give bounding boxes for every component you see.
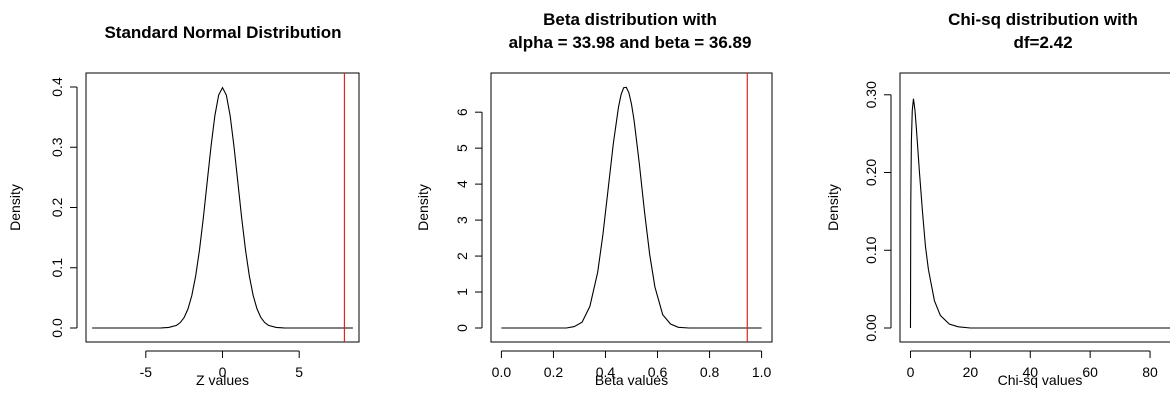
chart-title-line: Standard Normal Distribution [104,23,341,42]
x-axis-label: Chi-sq values [998,372,1083,388]
y-tick-label: 1 [454,288,470,296]
y-tick-label: 0.2 [49,198,65,218]
chart-title-line: alpha = 33.98 and beta = 36.89 [509,33,752,52]
x-tick-label: 60 [1082,364,1098,380]
x-tick-label: 0.2 [544,364,564,380]
y-tick-label: 0.1 [49,258,65,278]
x-tick-label: -5 [140,364,153,380]
y-tick-label: 3 [454,216,470,224]
x-axis-label: Z values [196,372,249,388]
x-tick-label: 1.0 [752,364,772,380]
y-tick-label: 0.4 [49,77,65,97]
y-tick-label: 5 [454,144,470,152]
chart-panel-1: Standard Normal Distribution -5 0 5 0.0 0.1 0.… [7,23,360,388]
y-axis-label: Density [415,184,431,231]
plot-frame [490,72,773,343]
y-tick-label: 0.3 [49,137,65,157]
plot-frame [899,72,1170,343]
x-tick-label: 80 [1142,364,1158,380]
density-curve [501,86,762,329]
x-axis-label: Beta values [595,372,668,388]
y-axis-label: Density [7,184,23,231]
chart-panel-3: Chi-sq distribution with df=2.42 0 20 40 60 80… [825,10,1170,388]
y-tick-label: 0.10 [863,236,879,263]
x-tick-label: 0.8 [700,364,720,380]
chart-panel-2: Beta distribution with alpha = 33.98 and … [415,10,773,388]
x-tick-label: 0.4 [596,364,616,380]
y-tick-label: 0.0 [49,318,65,338]
x-tick-label: 5 [295,364,303,380]
x-tick-label: 20 [963,364,979,380]
y-tick-label: 4 [454,180,470,188]
x-tick-label: 40 [1022,364,1038,380]
y-tick-label: 0.00 [863,314,879,341]
chart-title-line: Beta distribution with [543,10,717,29]
chart-title-line: Chi-sq distribution with [948,10,1138,29]
x-tick-label: 0 [907,364,915,380]
plot-frame [85,72,360,343]
y-tick-label: 0.30 [863,81,879,108]
chart-title-line: df=2.42 [1013,33,1072,52]
y-tick-label: 0.20 [863,159,879,186]
y-tick-label: 2 [454,252,470,260]
y-tick-label: 6 [454,108,470,116]
density-curve [909,98,1170,329]
x-tick-label: 0.0 [492,364,512,380]
x-tick-label: 0 [219,364,227,380]
density-curve [92,86,353,329]
y-axis-label: Density [825,184,841,231]
y-tick-label: 0 [454,324,470,332]
x-tick-label: 0.6 [648,364,668,380]
